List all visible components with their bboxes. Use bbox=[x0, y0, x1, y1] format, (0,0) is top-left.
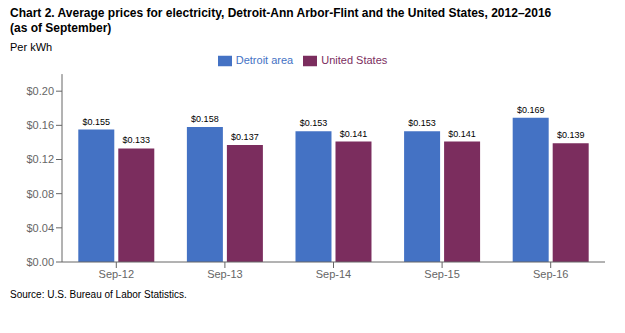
html-text:(as of September): (as of September) bbox=[10, 21, 112, 35]
svg-text:$0.139: $0.139 bbox=[557, 130, 585, 140]
svg-text:Sep-15: Sep-15 bbox=[424, 268, 459, 280]
svg-text:$0.04: $0.04 bbox=[26, 222, 54, 234]
svg-text:Sep-13: Sep-13 bbox=[207, 268, 242, 280]
svg-text:$0.158: $0.158 bbox=[191, 114, 219, 124]
html-text:Chart 2. Average prices for el: Chart 2. Average prices for electricity,… bbox=[10, 6, 552, 20]
svg-text:$0.155: $0.155 bbox=[83, 117, 111, 127]
svg-text:Sep-16: Sep-16 bbox=[533, 268, 568, 280]
svg-text:$0.169: $0.169 bbox=[517, 105, 545, 115]
html-text:United States: United States bbox=[321, 54, 388, 66]
svg-text:$0.153: $0.153 bbox=[408, 118, 436, 128]
svg-text:$0.16: $0.16 bbox=[26, 119, 54, 131]
svg-text:$0.141: $0.141 bbox=[448, 129, 476, 139]
svg-text:Sep-12: Sep-12 bbox=[99, 268, 134, 280]
svg-text:$0.20: $0.20 bbox=[26, 85, 54, 97]
svg-text:$0.00: $0.00 bbox=[26, 256, 54, 268]
svg-text:$0.08: $0.08 bbox=[26, 188, 54, 200]
svg-text:$0.141: $0.141 bbox=[340, 129, 368, 139]
svg-text:Sep-14: Sep-14 bbox=[316, 268, 351, 280]
svg-text:$0.133: $0.133 bbox=[123, 135, 151, 145]
html-text:Source: U.S. Bureau of Labor S: Source: U.S. Bureau of Labor Statistics. bbox=[10, 289, 187, 300]
html-text:Detroit area: Detroit area bbox=[235, 54, 294, 66]
html-text:Per kWh: Per kWh bbox=[10, 41, 53, 53]
svg-text:$0.137: $0.137 bbox=[231, 132, 259, 142]
svg-text:$0.12: $0.12 bbox=[26, 153, 54, 165]
svg-text:$0.153: $0.153 bbox=[300, 118, 328, 128]
